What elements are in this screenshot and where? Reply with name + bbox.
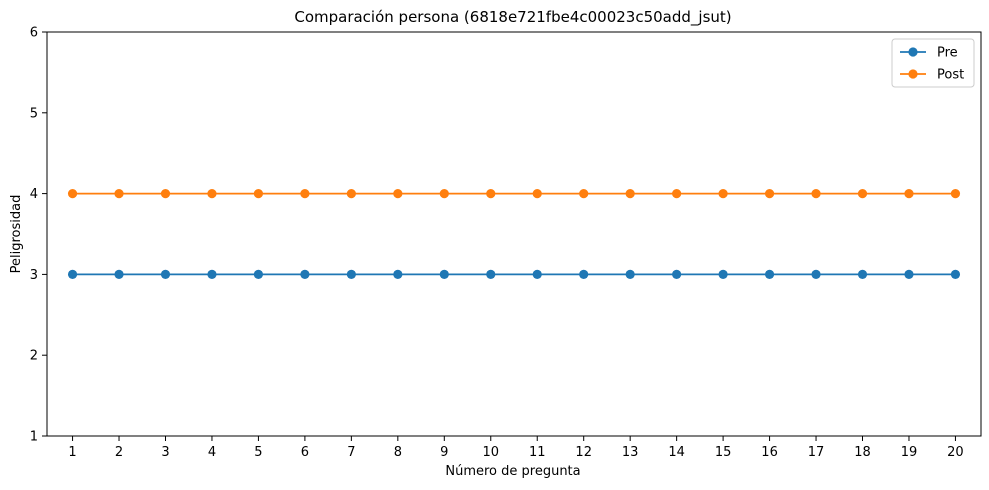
legend-item: Pre	[900, 46, 958, 61]
legend-label: Pre	[937, 46, 958, 61]
data-point	[950, 189, 961, 199]
x-tick-label: 2	[115, 445, 123, 460]
series-layer	[67, 189, 961, 279]
x-tick-label: 15	[715, 445, 732, 460]
data-point	[532, 189, 542, 199]
legend: Pre Post	[891, 38, 975, 88]
data-point	[764, 269, 775, 279]
x-tick-label: 4	[208, 445, 216, 460]
data-point	[207, 189, 217, 199]
x-axis-label: Número de pregunta	[445, 464, 580, 479]
x-tick-label: 7	[347, 445, 355, 460]
data-point	[393, 269, 403, 279]
x-tick-label: 14	[668, 445, 685, 460]
x-tick-label: 20	[947, 445, 964, 460]
data-point	[114, 269, 124, 279]
x-axis: 1 2 3 4 5 6 7 8 9 10 11 12 13 14 15 16 17 18 19 20	[68, 436, 964, 460]
y-tick-label: 5	[30, 106, 38, 121]
x-tick-label: 10	[482, 445, 499, 460]
data-point	[672, 189, 682, 199]
data-point	[857, 189, 868, 199]
data-point	[904, 189, 914, 199]
legend-label: Post	[937, 68, 964, 83]
data-point	[160, 269, 171, 279]
data-point	[300, 269, 310, 279]
data-point	[439, 189, 449, 199]
x-tick-label: 13	[622, 445, 639, 460]
x-tick-label: 3	[161, 445, 169, 460]
x-tick-label: 1	[68, 445, 76, 460]
x-tick-label: 19	[901, 445, 918, 460]
x-tick-label: 9	[440, 445, 448, 460]
data-point	[67, 189, 78, 199]
legend-item: Post	[900, 68, 964, 83]
x-tick-label: 12	[575, 445, 592, 460]
x-tick-label: 5	[254, 445, 262, 460]
x-tick-label: 11	[529, 445, 546, 460]
data-point	[764, 189, 775, 199]
data-point	[625, 269, 635, 279]
series-pre	[67, 269, 961, 279]
data-point	[439, 269, 449, 279]
y-tick-label: 1	[30, 430, 38, 445]
data-point	[346, 189, 356, 199]
series-post	[67, 189, 961, 199]
legend-marker	[908, 47, 918, 57]
x-tick-label: 17	[808, 445, 825, 460]
x-tick-label: 6	[301, 445, 309, 460]
y-tick-label: 4	[30, 187, 38, 202]
plot-area	[46, 31, 982, 437]
data-point	[114, 189, 124, 199]
data-point	[904, 269, 914, 279]
data-point	[393, 189, 403, 199]
data-point	[346, 269, 356, 279]
data-point	[207, 269, 217, 279]
chart-title: Comparación persona (6818e721fbe4c00023c…	[294, 8, 731, 27]
x-tick-label: 18	[854, 445, 871, 460]
data-point	[672, 269, 682, 279]
data-point	[811, 269, 821, 279]
data-point	[857, 269, 868, 279]
y-tick-label: 3	[30, 268, 38, 283]
data-point	[253, 269, 264, 279]
plot-frame	[46, 31, 982, 437]
data-point	[625, 189, 635, 199]
x-tick-label: 16	[761, 445, 778, 460]
data-point	[253, 189, 264, 199]
data-point	[950, 269, 961, 279]
data-point	[579, 189, 589, 199]
y-axis: 1 2 3 4 5 6	[30, 26, 47, 445]
data-point	[486, 269, 496, 279]
y-tick-label: 2	[30, 349, 38, 364]
data-point	[811, 189, 821, 199]
data-point	[718, 269, 728, 279]
y-axis-label: Peligrosidad	[9, 195, 24, 274]
y-tick-label: 6	[30, 26, 38, 41]
legend-marker	[908, 69, 918, 79]
data-point	[718, 189, 728, 199]
data-point	[532, 269, 542, 279]
data-point	[486, 189, 496, 199]
data-point	[67, 269, 78, 279]
data-point	[579, 269, 589, 279]
data-point	[300, 189, 310, 199]
data-point	[160, 189, 171, 199]
x-tick-label: 8	[394, 445, 402, 460]
